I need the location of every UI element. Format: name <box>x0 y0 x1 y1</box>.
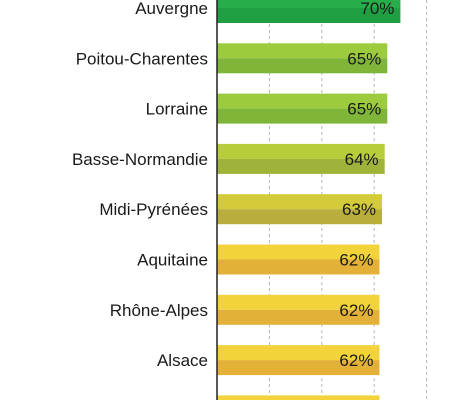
bar-1-top <box>217 43 388 59</box>
bar-4 <box>217 209 383 225</box>
bar-5 <box>217 259 380 275</box>
category-label: Midi-Pyrénées <box>99 200 208 219</box>
bar-7 <box>217 360 380 376</box>
labels-group: Auvergne 70% Poitou-Charentes 65% Lorraine 65… <box>72 0 394 400</box>
bar-0-top <box>217 0 401 8</box>
bar-2 <box>217 108 388 124</box>
value-label: 63% <box>342 200 376 219</box>
value-label: 62% <box>339 251 373 270</box>
bar-partial-next <box>217 395 380 400</box>
bar-6 <box>217 309 380 325</box>
category-label: Aquitaine <box>137 251 208 270</box>
category-label: Auvergne <box>135 0 208 18</box>
category-label: Poitou-Charentes <box>76 49 208 68</box>
category-label: Alsace <box>157 351 208 370</box>
value-label: 64% <box>345 150 379 169</box>
value-label: 70% <box>360 0 394 18</box>
category-label: Basse-Normandie <box>72 150 208 169</box>
bar-5-top <box>217 244 380 260</box>
bar-4-top <box>217 194 383 210</box>
category-label: Rhône-Alpes <box>110 301 208 320</box>
value-label: 65% <box>347 49 381 68</box>
bar-0 <box>217 8 401 23</box>
bars-group <box>217 0 401 400</box>
category-label: Lorraine <box>146 100 208 119</box>
bar-3-top <box>217 143 385 159</box>
bar-3 <box>217 158 385 174</box>
value-label: 62% <box>339 351 373 370</box>
bar-7-top <box>217 345 380 361</box>
value-label: 65% <box>347 100 381 119</box>
bar-6-top <box>217 294 380 310</box>
bar-1 <box>217 58 388 74</box>
value-label: 62% <box>339 301 373 320</box>
bar-2-top <box>217 93 388 109</box>
